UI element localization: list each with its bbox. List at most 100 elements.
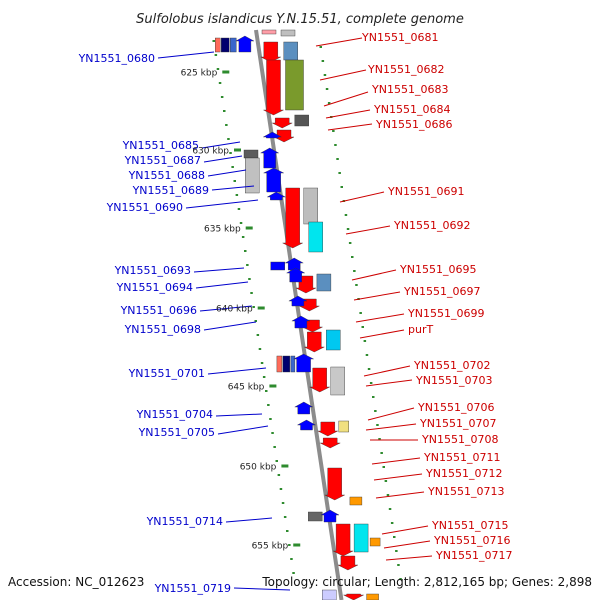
reverse-gene-label: YN1551_0680: [78, 52, 155, 65]
forward-gene-label: YN1551_0699: [407, 307, 484, 320]
reverse-gene-arrow: [294, 401, 314, 415]
tick-dot: [353, 270, 356, 272]
forward-label-leader: [327, 123, 373, 131]
forward-gene-arrow: [309, 367, 330, 393]
forward-gene-arrow: [337, 555, 358, 571]
gene-feature-block: [308, 221, 323, 253]
tick-dot: [378, 438, 381, 440]
kbp-tick-mark: [245, 226, 253, 230]
tick-dot: [344, 214, 348, 216]
tick-dot: [346, 228, 350, 230]
kbp-tick-mark: [293, 543, 301, 547]
forward-label-leader: [363, 365, 411, 377]
kbp-tick-layer: 625 kbp 630 kbp 635 kbp 640 kbp 645 kbp 650 k…: [181, 69, 301, 552]
forward-gene-label: YN1551_0686: [375, 118, 452, 131]
forward-gene-label: purT: [408, 323, 433, 336]
reverse-label-leader: [215, 413, 263, 417]
reverse-gene-arrow: [263, 167, 284, 193]
tick-dot: [277, 474, 281, 476]
reverse-gene-arrow: [235, 35, 255, 53]
tick-dot: [250, 292, 253, 294]
kbp-tick-label: 650 kbp: [240, 463, 277, 473]
reverse-label-leader: [207, 367, 267, 375]
tick-dot: [388, 508, 392, 510]
forward-label-leader: [385, 555, 433, 561]
reverse-label-leader: [211, 185, 255, 191]
tick-dot: [319, 46, 322, 48]
backbone-layer: [254, 29, 344, 600]
reverse-gene-label: YN1551_0719: [154, 582, 231, 595]
tick-dot: [256, 334, 260, 336]
tick-dot: [258, 348, 262, 350]
forward-label-leader: [371, 457, 421, 465]
gene-feature-block: [353, 523, 369, 553]
tick-dot: [218, 82, 222, 84]
reverse-gene-arrow: [291, 315, 311, 329]
forward-gene-arrow: [324, 467, 345, 501]
forward-label-leader: [353, 291, 401, 301]
tick-dot: [286, 530, 289, 532]
forward-label-leader: [345, 225, 391, 235]
forward-gene-label: YN1551_0711: [423, 451, 500, 464]
kbp-tick-label: 630 kbp: [192, 147, 229, 157]
tick-dot: [334, 144, 337, 146]
kbp-tick-label: 645 kbp: [228, 383, 265, 393]
forward-label-leader: [325, 109, 371, 119]
tick-dot: [265, 390, 268, 392]
forward-gene-label: YN1551_0684: [373, 103, 450, 116]
tick-dot: [212, 40, 215, 42]
tick-dot: [262, 376, 266, 378]
reverse-gene-label: YN1551_0688: [128, 169, 205, 182]
kbp-tick-mark: [234, 148, 241, 152]
gene-feature-block: [326, 329, 341, 351]
reverse-gene-arrow: [293, 353, 314, 373]
tick-dot: [223, 110, 226, 112]
reverse-label-leader: [195, 281, 249, 289]
forward-gene-label: YN1551_0712: [425, 467, 502, 480]
forward-label-leader: [367, 407, 415, 421]
forward-gene-arrow: [263, 59, 284, 116]
forward-label-leader: [373, 473, 423, 481]
gene-feature-block: [294, 114, 309, 127]
forward-gene-label: YN1551_0717: [435, 549, 512, 562]
forward-label-leader: [375, 491, 425, 499]
tick-dot: [273, 446, 276, 448]
gene-feature-block: [229, 37, 237, 53]
gene-feature-block: [369, 537, 381, 547]
reverse-gene-arrow: [285, 267, 306, 283]
kbp-tick-label: 655 kbp: [252, 542, 289, 552]
reverse-gene-label: YN1551_0693: [114, 264, 191, 277]
reverse-gene-block: [270, 261, 285, 271]
forward-label-leader: [383, 540, 431, 549]
forward-gene-arrow: [320, 437, 341, 449]
reverse-label-leader: [217, 425, 269, 435]
tick-dot: [290, 558, 293, 560]
forward-gene-label: YN1551_0697: [403, 285, 480, 298]
reverse-gene-label: YN1551_0705: [138, 426, 215, 439]
reverse-gene-label: YN1551_0696: [120, 304, 197, 317]
forward-label-leader: [355, 313, 405, 323]
forward-label-leader: [323, 91, 369, 107]
tick-dot: [252, 306, 255, 308]
tick-dot: [332, 130, 335, 132]
forward-gene-label: YN1551_0707: [419, 417, 496, 430]
tick-dot: [244, 250, 247, 252]
reverse-label-leader: [207, 169, 247, 177]
forward-gene-arrow: [272, 117, 293, 129]
tick-dot: [237, 208, 241, 210]
tick-dot: [365, 354, 369, 356]
tick-dot: [363, 340, 367, 342]
tick-dot: [231, 166, 234, 168]
forward-gene-arrow: [343, 593, 364, 600]
gene-feature-block: [285, 59, 304, 111]
gene-feature-block: [276, 355, 283, 373]
tick-dot: [288, 544, 291, 546]
forward-gene-label: YN1551_0703: [415, 374, 492, 387]
tick-dot: [327, 102, 331, 104]
reverse-label-leader: [203, 155, 243, 163]
gene-feature-block: [290, 355, 296, 373]
kbp-tick-label: 635 kbp: [204, 225, 241, 235]
tick-dot: [214, 54, 218, 56]
reverse-gene-label: YN1551_0685: [122, 139, 199, 152]
